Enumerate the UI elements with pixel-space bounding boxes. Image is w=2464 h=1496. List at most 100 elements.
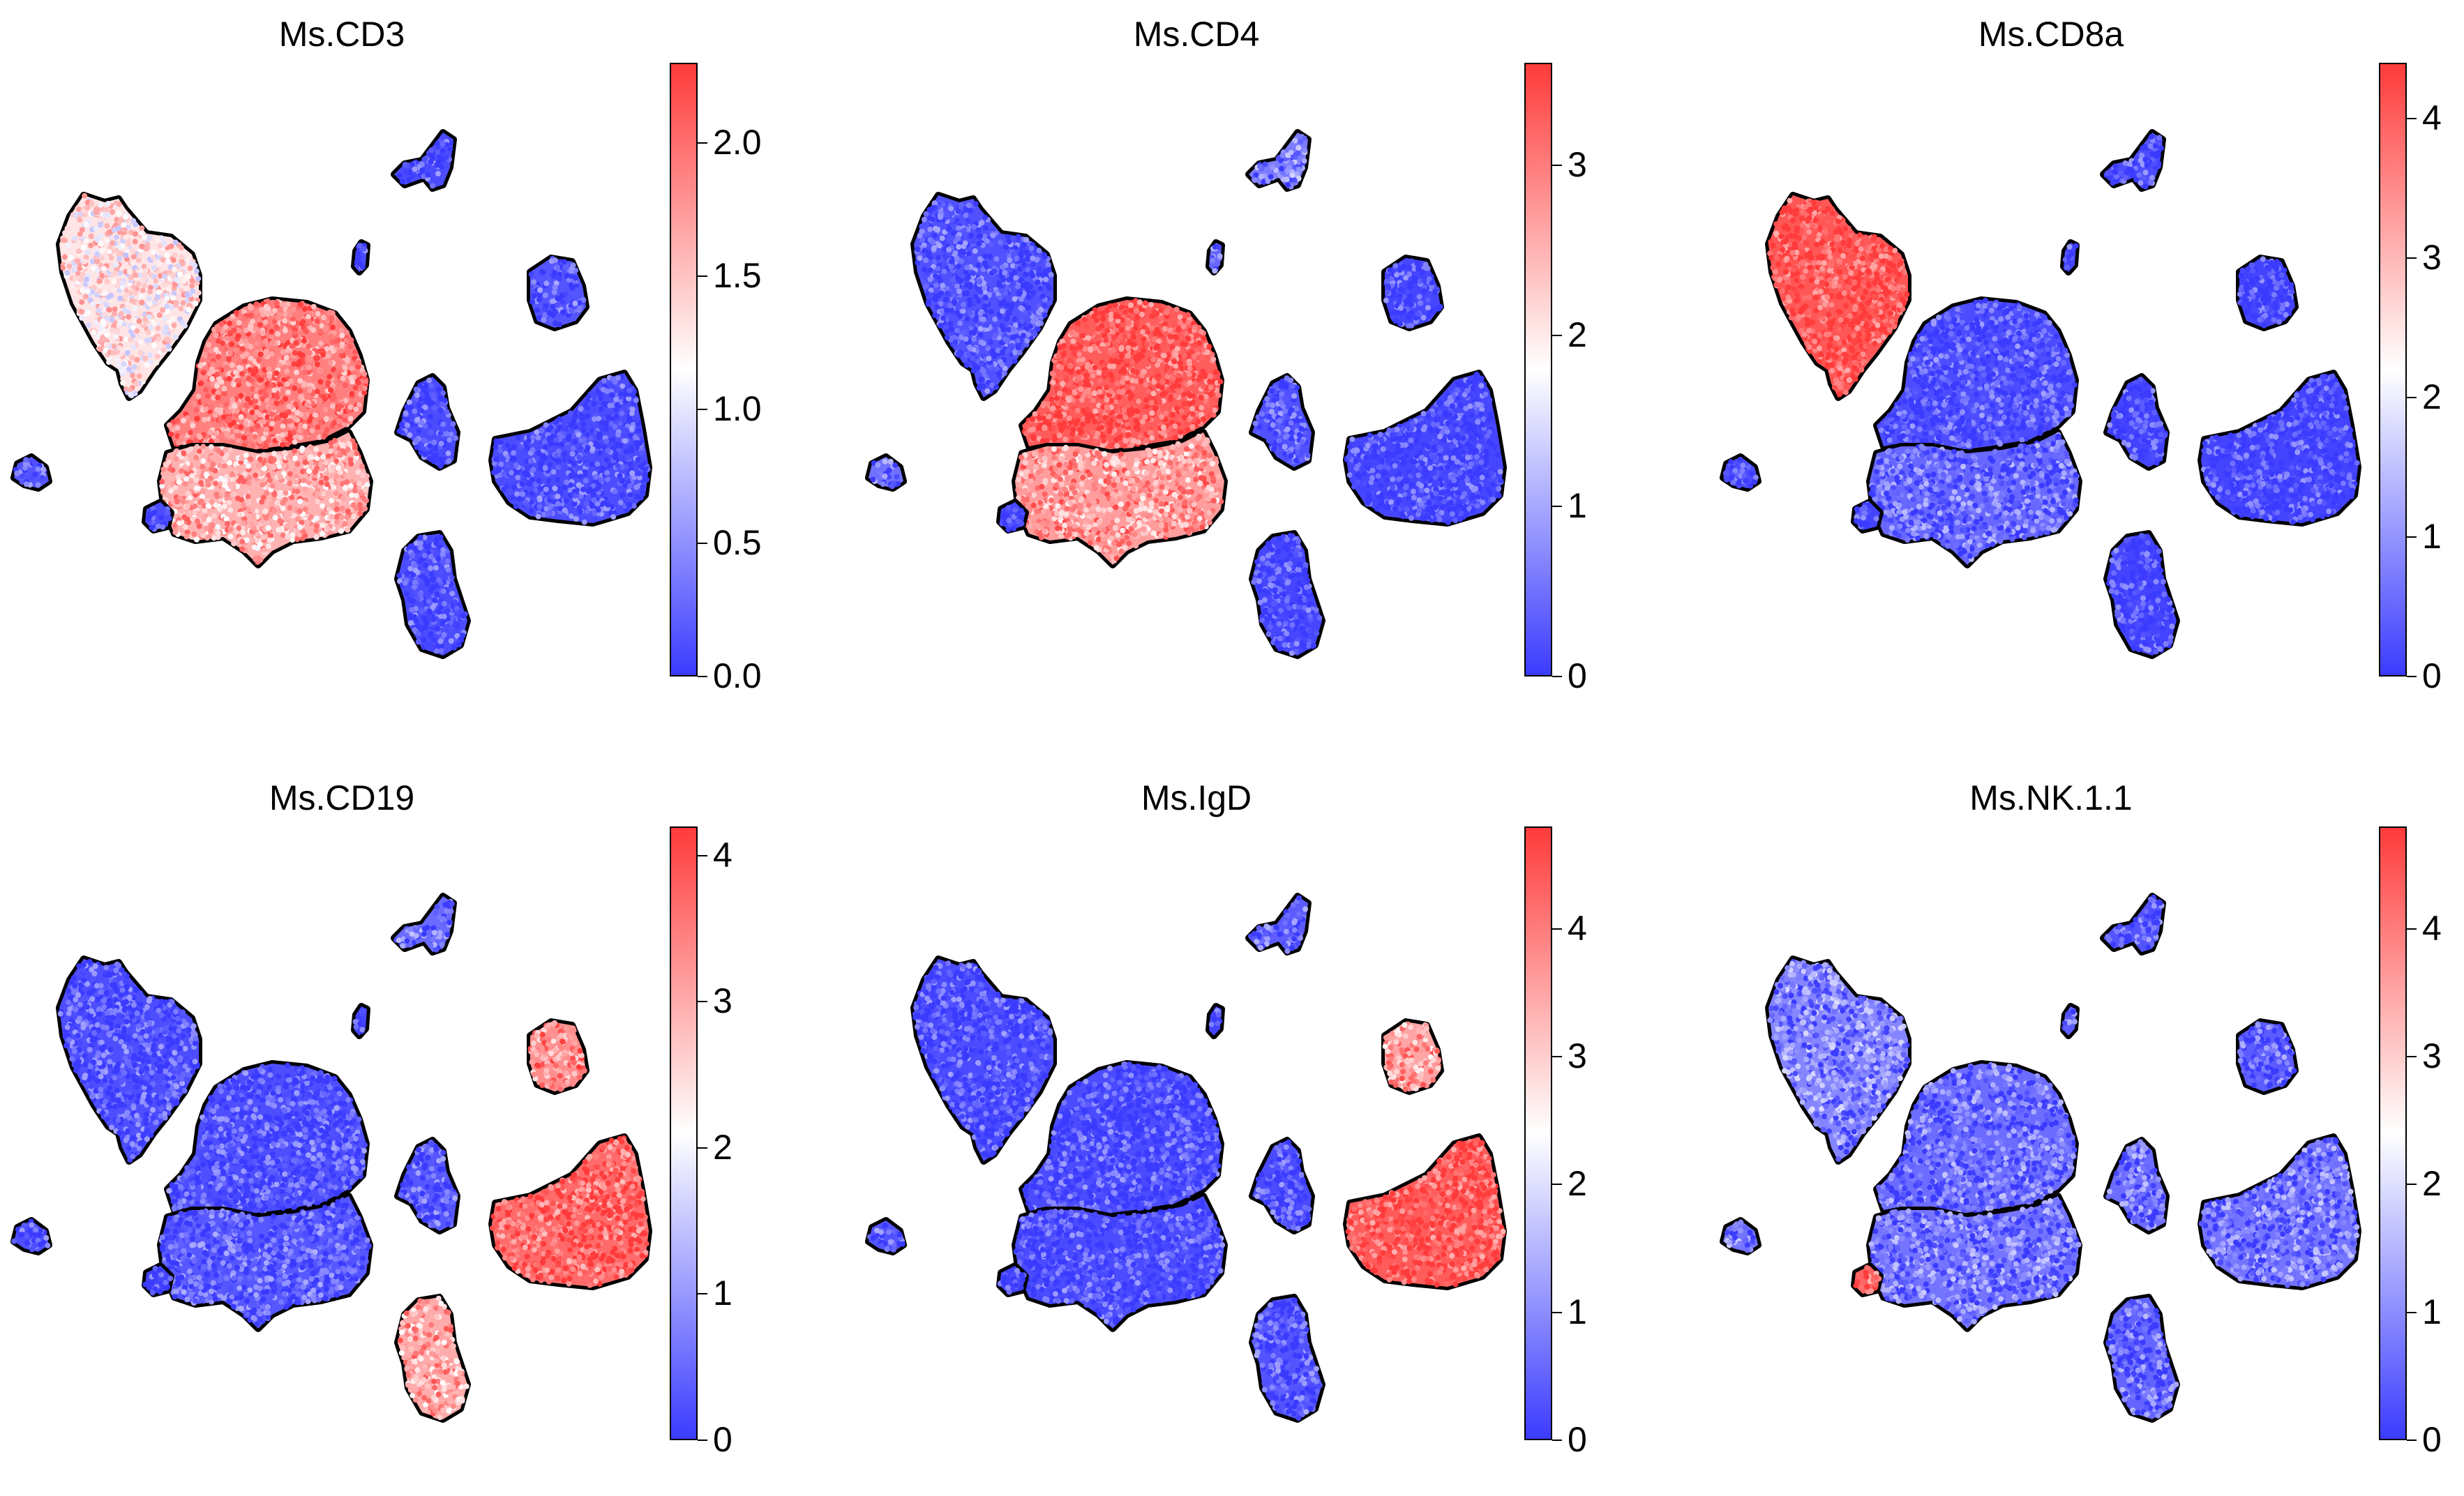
cell-point (633, 398, 639, 403)
cell-point (314, 318, 320, 324)
cell-point (261, 419, 266, 425)
cell-point (1011, 250, 1016, 255)
cell-point (225, 521, 230, 527)
cell-point (200, 533, 206, 538)
cell-point (233, 370, 239, 375)
cell-point (449, 432, 454, 437)
cell-point (640, 484, 645, 490)
cell-point (200, 464, 205, 469)
cluster-F (396, 534, 467, 656)
cell-point (412, 584, 417, 590)
cell-point (324, 428, 330, 433)
cell-point (243, 328, 249, 333)
cell-point (930, 239, 936, 245)
cell-point (333, 474, 339, 479)
cell-point (530, 447, 536, 453)
cell-point (236, 525, 241, 531)
cell-point (354, 259, 360, 265)
cell-point (1033, 315, 1039, 321)
cell-point (515, 475, 520, 481)
cell-point (952, 299, 957, 305)
cell-point (1015, 237, 1021, 243)
cell-point (294, 370, 299, 375)
cell-point (926, 301, 931, 307)
cell-point (961, 227, 967, 233)
cell-point (536, 495, 542, 501)
cell-point (940, 315, 946, 321)
cell-point (927, 207, 933, 213)
cell-point (119, 280, 125, 286)
cell-point (258, 352, 264, 357)
cell-point (294, 462, 300, 467)
cell-point (164, 296, 170, 301)
cell-point (981, 340, 986, 346)
cell-point (147, 296, 152, 301)
cell-point (996, 372, 1002, 377)
cell-point (988, 340, 993, 345)
cell-point (443, 624, 449, 630)
cell-point (433, 565, 439, 571)
cell-point (246, 480, 252, 485)
cell-point (442, 601, 447, 607)
cell-point (345, 527, 350, 533)
cell-point (297, 524, 303, 530)
cell-point (218, 346, 224, 352)
cell-point (247, 475, 253, 481)
cell-point (116, 211, 121, 216)
cell-point (155, 238, 160, 243)
cell-point (984, 239, 990, 244)
cell-point (580, 421, 586, 427)
cell-point (296, 362, 301, 368)
cell-point (601, 466, 606, 471)
cell-point (569, 282, 574, 288)
cell-point (112, 306, 118, 312)
cell-point (458, 636, 464, 642)
cell-point (226, 500, 232, 506)
cell-point (161, 241, 167, 246)
cell-point (325, 526, 331, 531)
cell-point (319, 480, 324, 485)
cell-point (85, 250, 91, 255)
cell-point (105, 201, 111, 206)
cell-point (82, 259, 87, 264)
cell-point (961, 308, 966, 314)
cell-point (496, 467, 502, 472)
cell-point (948, 259, 954, 264)
cell-point (132, 364, 137, 370)
cell-point (564, 480, 569, 485)
cell-point (230, 471, 235, 477)
cell-point (320, 503, 325, 508)
cell-point (210, 361, 216, 367)
cell-point (1006, 327, 1012, 333)
cell-point (174, 278, 180, 283)
cell-point (171, 257, 176, 263)
cell-point (619, 478, 625, 484)
cell-point (193, 301, 198, 306)
cell-point (292, 439, 298, 445)
cell-point (982, 285, 988, 291)
cell-point (636, 471, 642, 476)
cell-point (165, 259, 171, 264)
cell-point (93, 226, 99, 232)
cell-point (271, 464, 276, 470)
cell-point (507, 489, 513, 494)
cell-point (604, 421, 610, 426)
cell-point (361, 495, 366, 501)
cell-point (410, 552, 415, 558)
cell-point (428, 152, 433, 158)
cell-point (594, 486, 600, 492)
cell-point (352, 445, 358, 451)
cell-point (564, 498, 569, 504)
cell-point (181, 418, 186, 423)
cell-point (536, 478, 542, 483)
cell-point (442, 614, 447, 619)
cell-point (452, 599, 458, 605)
cell-point (324, 416, 329, 422)
cell-point (571, 461, 577, 467)
cell-point (571, 418, 576, 424)
cell-point (327, 310, 333, 315)
cell-point (84, 222, 89, 227)
cell-point (430, 577, 436, 582)
cell-point (191, 531, 197, 537)
cell-point (152, 510, 158, 515)
